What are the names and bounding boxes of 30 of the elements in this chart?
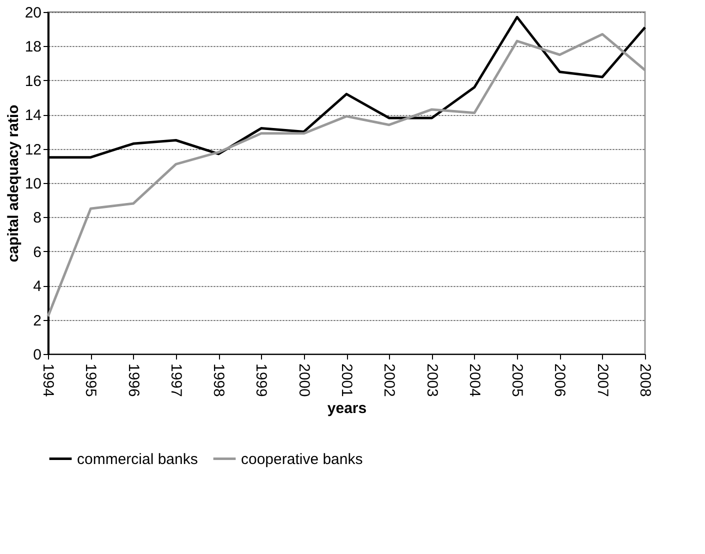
y-axis-title: capital adequacy ratio — [4, 104, 22, 262]
y-tick-label: 8 — [33, 210, 42, 227]
legend-label: cooperative banks — [241, 450, 363, 468]
y-tick-label: 20 — [24, 4, 42, 22]
y-tick-label: 14 — [24, 107, 42, 124]
y-tick-label: 6 — [33, 244, 42, 261]
y-tick-label: 12 — [24, 141, 42, 158]
x-tick-label: 1998 — [210, 364, 228, 397]
y-tick-label: 16 — [24, 72, 42, 90]
x-tick-label: 2007 — [594, 364, 611, 397]
x-tick-label: 2002 — [380, 364, 398, 397]
y-tick-label: 2 — [33, 312, 42, 330]
x-tick-label: 1999 — [252, 364, 270, 397]
x-tick-label: 2004 — [466, 364, 483, 397]
x-tick-label: 2005 — [508, 364, 526, 397]
x-tick-label: 1997 — [167, 364, 184, 397]
y-tick-label: 10 — [24, 176, 42, 192]
x-tick-label: 2001 — [338, 364, 355, 397]
y-tick-label: 18 — [24, 38, 42, 56]
x-axis-title: years — [327, 400, 367, 417]
x-tick-label: 2006 — [551, 364, 568, 397]
x-tick-label: 2003 — [423, 364, 440, 397]
x-tick-label: 1996 — [124, 364, 142, 397]
y-tick-label: 4 — [33, 278, 42, 296]
x-tick-label: 1994 — [40, 364, 56, 397]
y-tick-label: 0 — [33, 346, 42, 364]
x-tick-label: 2000 — [295, 364, 312, 397]
x-tick-label: 2008 — [636, 364, 654, 397]
x-tick-label: 1995 — [82, 364, 100, 397]
legend-label: commercial banks — [77, 450, 198, 468]
